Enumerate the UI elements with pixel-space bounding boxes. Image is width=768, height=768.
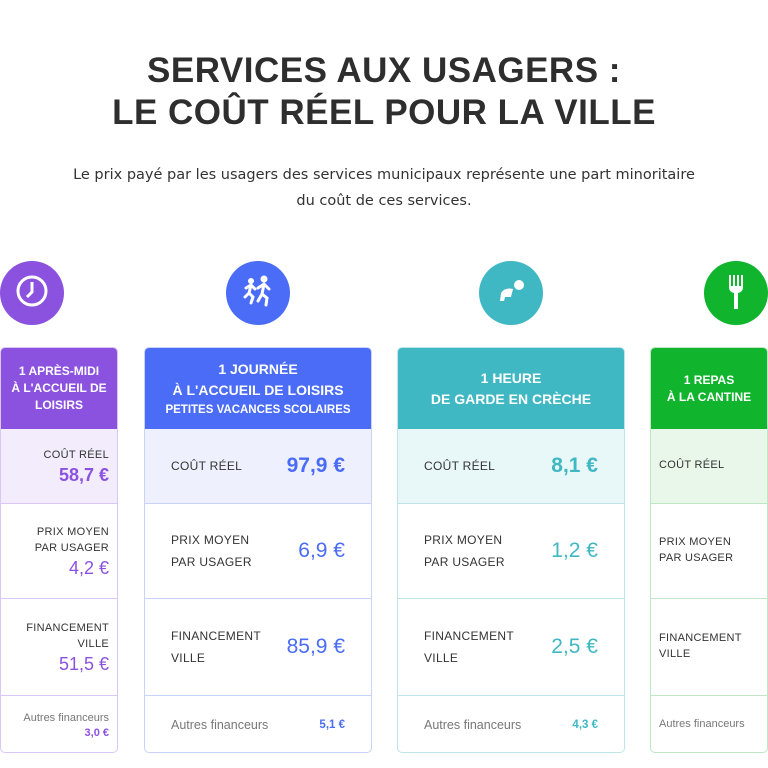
service-card: 1 REPAS À LA CANTINE COÛT RÉEL PRIX MOYE… xyxy=(650,347,768,753)
fork-badge xyxy=(704,261,768,325)
running-children-badge xyxy=(226,261,290,325)
card-header: 1 REPAS À LA CANTINE xyxy=(651,348,767,429)
row-autres-financeurs: Autres financeurs 3,0 € xyxy=(23,711,109,739)
cout-reel-value: 8,1 € xyxy=(551,454,598,477)
service-card: 1 JOURNÉE À L'ACCUEIL DE LOISIRS PETITES… xyxy=(144,347,372,753)
row-autres-financeurs: Autres financeurs 5,1 € xyxy=(171,717,345,732)
crawling-baby-badge xyxy=(479,261,543,325)
autres-financeurs-value: 5,1 € xyxy=(319,718,345,731)
row-autres-financeurs: Autres financeurs 4,3 € xyxy=(424,717,598,732)
service-card: 1 APRÈS-MIDI À L'ACCUEIL DE LOISIRS COÛT… xyxy=(0,347,118,753)
autres-financeurs-value: 4,3 € xyxy=(572,718,598,731)
clock-icon xyxy=(14,273,50,313)
crawling-baby-icon xyxy=(493,273,529,313)
row-financement-ville: FINANCEMENT VILLE 85,9 € xyxy=(145,599,371,696)
row-financement-ville: FINANCEMENT VILLE xyxy=(651,599,767,696)
card-header: 1 HEURE DE GARDE EN CRÈCHE xyxy=(398,348,624,429)
prix-moyen-value: 6,9 € xyxy=(298,539,345,562)
row-autres-financeurs: Autres financeurs xyxy=(659,717,745,730)
running-children-icon xyxy=(238,273,278,313)
cout-reel-value: 97,9 € xyxy=(286,454,345,477)
autres-financeurs-value: 3,0 € xyxy=(84,726,109,739)
card-header: 1 JOURNÉE À L'ACCUEIL DE LOISIRS PETITES… xyxy=(145,348,371,429)
clock-badge xyxy=(0,261,64,325)
financement-ville-value: 2,5 € xyxy=(551,635,598,658)
prix-moyen-value: 4,2 € xyxy=(68,557,109,578)
row-cout-reel: COÛT RÉEL 58,7 € xyxy=(1,429,117,504)
row-prix-moyen: PRIX MOYEN PAR USAGER 4,2 € xyxy=(1,504,117,599)
financement-ville-value: 51,5 € xyxy=(58,653,109,674)
prix-moyen-value: 1,2 € xyxy=(551,539,598,562)
page-subtitle: Le prix payé par les usagers des service… xyxy=(73,167,695,209)
row-financement-ville: FINANCEMENT VILLE 51,5 € xyxy=(1,599,117,696)
fork-icon xyxy=(721,271,751,315)
row-cout-reel: COÛT RÉEL 97,9 € xyxy=(145,429,371,504)
financement-ville-value: 85,9 € xyxy=(286,635,345,658)
row-cout-reel: COÛT RÉEL 8,1 € xyxy=(398,429,624,504)
row-prix-moyen: PRIX MOYEN PAR USAGER xyxy=(651,504,767,599)
page-title: SERVICES AUX USAGERS : LE COÛT RÉEL POUR… xyxy=(112,51,656,132)
row-prix-moyen: PRIX MOYEN PAR USAGER 1,2 € xyxy=(398,504,624,599)
row-financement-ville: FINANCEMENT VILLE 2,5 € xyxy=(398,599,624,696)
cout-reel-value: 58,7 € xyxy=(58,464,109,485)
card-header: 1 APRÈS-MIDI À L'ACCUEIL DE LOISIRS xyxy=(1,348,117,429)
service-card: 1 HEURE DE GARDE EN CRÈCHE COÛT RÉEL 8,1… xyxy=(397,347,625,753)
row-prix-moyen: PRIX MOYEN PAR USAGER 6,9 € xyxy=(145,504,371,599)
row-cout-reel: COÛT RÉEL xyxy=(651,429,767,504)
